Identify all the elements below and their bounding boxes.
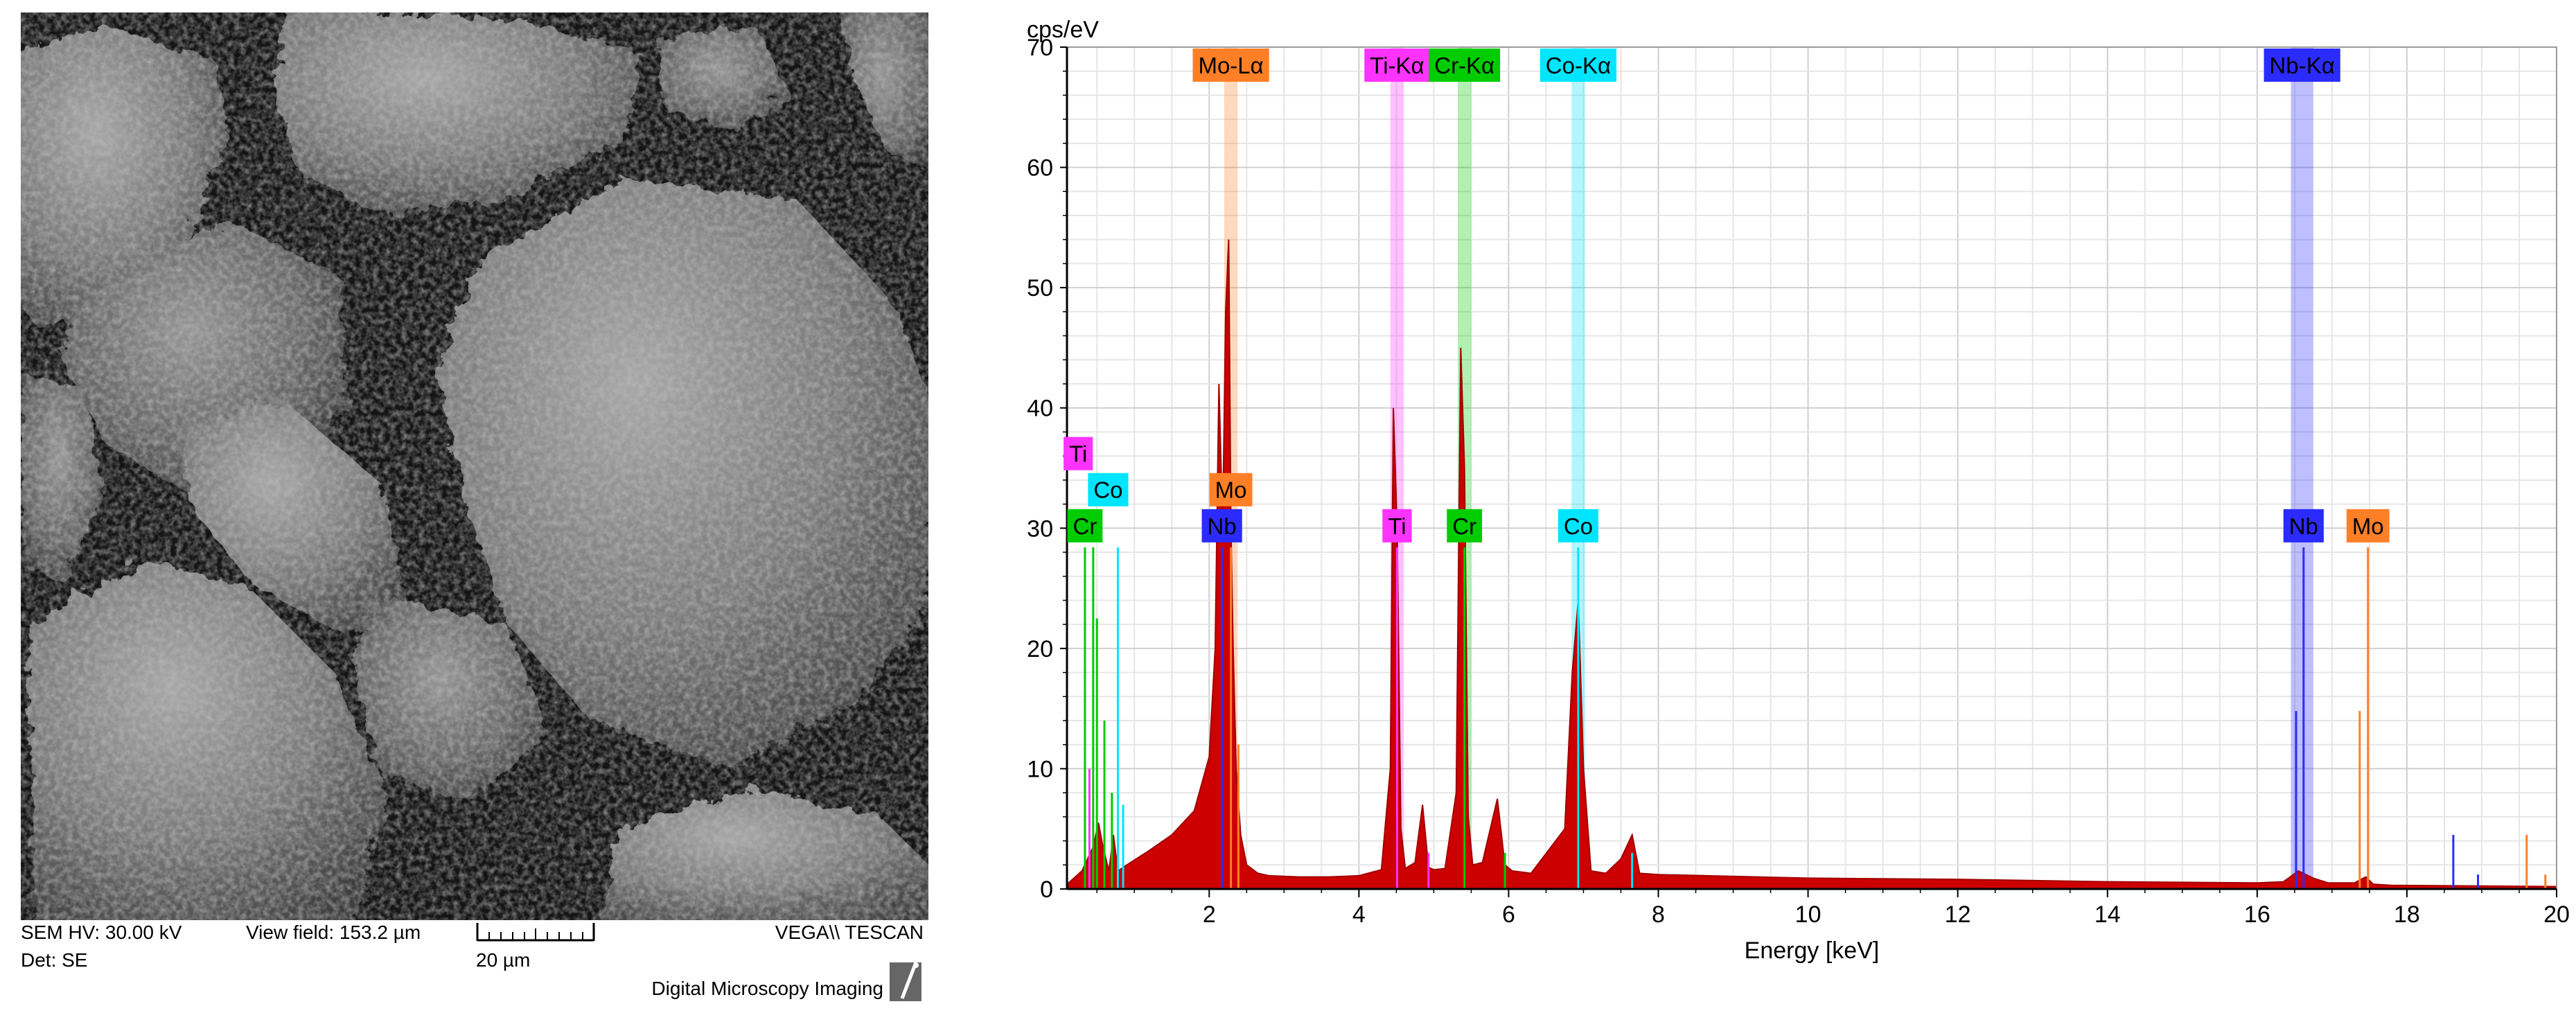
element-label: Co [1558, 509, 1599, 543]
element-label-text: Co [1564, 513, 1593, 539]
element-label-box [1447, 509, 1483, 543]
element-label-box [1364, 49, 1430, 82]
element-label-text: Nb-Kα [2270, 53, 2335, 78]
element-label-text: Nb [1208, 513, 1237, 539]
element-label-text: Ti [1069, 441, 1087, 467]
element-label-text: Mo [1215, 477, 1247, 503]
element-label-text: Nb [2289, 513, 2318, 539]
element-label-text: Ti [1388, 513, 1406, 539]
x-tick-label: 16 [2244, 901, 2270, 928]
element-label-box [2264, 49, 2340, 82]
element-label-box [1192, 49, 1269, 82]
y-tick-label: 50 [1027, 275, 1053, 301]
element-label: Nb [2283, 509, 2324, 543]
element-label-box [1382, 509, 1412, 543]
spectrum-area [1068, 239, 2557, 890]
element-label-text: Cr [1452, 513, 1476, 539]
x-axis-title: Energy [keV] [1745, 937, 1880, 964]
scale-bar [476, 923, 595, 942]
y-tick-label: 40 [1027, 396, 1053, 422]
element-bands [1224, 47, 2313, 889]
y-tick-label: 10 [1027, 756, 1053, 782]
axes: 0 10 20 30 40 50 60 70 2 4 6 8 10 12 14 16 18 20 [1027, 35, 2570, 928]
x-tick-label: 14 [2094, 901, 2121, 928]
y-tick-label: 60 [1027, 155, 1053, 182]
sem-detector-label: Det: SE [21, 949, 88, 971]
element-label: Cr [1447, 509, 1483, 543]
element-label: Co [1088, 473, 1129, 506]
scale-bar-label: 20 µm [476, 949, 531, 971]
element-label: Nb [1201, 509, 1242, 543]
element-label-box [1558, 509, 1599, 543]
sem-micrograph [21, 12, 928, 920]
x-tick-label: 6 [1502, 901, 1515, 928]
x-tick-label: 8 [1652, 901, 1665, 928]
element-label-box [1064, 437, 1093, 470]
y-axis-title: cps/eV [1027, 17, 1099, 43]
element-label: Ti-Kα [1364, 49, 1430, 82]
eds-spectrum-chart: 0 10 20 30 40 50 60 70 2 4 6 8 10 12 14 16 18 20 Mo-Lα Ti-… [1027, 17, 2570, 964]
element-label-text: Cr-Kα [1434, 53, 1494, 78]
x-tick-label: 4 [1352, 901, 1366, 928]
element-label-box [1429, 49, 1501, 82]
element-label-text: Ti-Kα [1370, 53, 1424, 78]
element-label-box [1209, 473, 1253, 506]
x-tick-label: 12 [1945, 901, 1971, 928]
x-tick-label: 2 [1203, 901, 1216, 928]
element-label: Ti [1064, 437, 1093, 470]
element-label-box [2346, 509, 2390, 543]
element-label-text: Co-Kα [1546, 53, 1611, 78]
sem-brand-label: VEGA\\ TESCAN [775, 922, 924, 943]
y-tick-label: 0 [1040, 877, 1053, 903]
plot-frame [1066, 46, 2557, 890]
microscopy-logo [890, 962, 921, 1001]
element-lines [1084, 547, 2547, 889]
y-tick-label: 30 [1027, 516, 1053, 542]
element-label-box [2283, 509, 2324, 543]
element-label: Cr-Kα [1429, 49, 1501, 82]
y-tick-label: 20 [1027, 636, 1053, 662]
element-label-text: Co [1093, 477, 1122, 503]
sem-particles-image [21, 12, 928, 920]
x-tick-label: 10 [1795, 901, 1821, 928]
grid [1067, 46, 2557, 890]
sem-hv-label: SEM HV: 30.00 kV [21, 922, 182, 943]
element-label: Cr [1067, 509, 1103, 543]
element-label-box [1540, 49, 1617, 82]
y-tick-label: 70 [1027, 35, 1053, 61]
element-label-box [1088, 473, 1129, 506]
element-label-text: Mo [2352, 513, 2384, 539]
element-label: Ti [1382, 509, 1412, 543]
x-tick-label: 18 [2394, 901, 2420, 928]
element-label-text: Mo-Lα [1198, 53, 1263, 78]
x-tick-label: 20 [2543, 901, 2570, 928]
element-label: Mo [1209, 473, 1253, 506]
credit-label: Digital Microscopy Imaging [651, 978, 883, 999]
element-label: Co-Kα [1540, 49, 1617, 82]
element-band [2291, 47, 2313, 889]
element-label: Mo-Lα [1192, 49, 1269, 82]
element-label-box [1201, 509, 1242, 543]
element-label: Mo [2346, 509, 2390, 543]
sem-view-field-label: View field: 153.2 µm [246, 922, 421, 943]
element-label: Nb-Kα [2264, 49, 2340, 82]
element-label-text: Cr [1073, 513, 1097, 539]
element-label-box [1067, 509, 1103, 543]
